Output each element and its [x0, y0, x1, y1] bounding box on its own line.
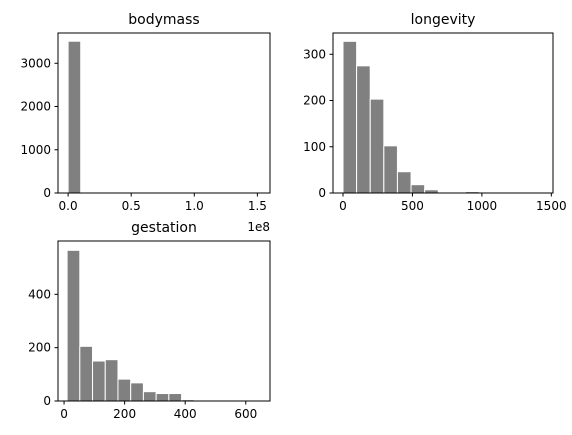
- gestation-bar-3: [104, 359, 119, 402]
- bodymass-x-offset-label: 1e8: [247, 220, 270, 234]
- longevity-y-tick-label-1: 100: [303, 140, 326, 154]
- bodymass-y-tick-label-0: 0: [43, 186, 51, 200]
- gestation-bar-4: [117, 378, 132, 402]
- bodymass-bar-0: [67, 40, 82, 194]
- longevity-x-tick-label-3: 1500: [536, 199, 567, 213]
- gestation-y-axis: 0 200 400: [28, 287, 58, 408]
- longevity-bar-1: [356, 65, 371, 194]
- longevity-bar-5: [410, 184, 426, 194]
- longevity-chart-title: longevity: [411, 12, 476, 28]
- gestation-bar-5: [130, 382, 144, 402]
- gestation-histogram-panel: gestation 0 200 400 600 0 200 400: [28, 220, 271, 421]
- longevity-x-tick-label-2: 1000: [467, 199, 498, 213]
- gestation-axes-frame: [57, 240, 271, 402]
- bodymass-bars: [67, 40, 82, 194]
- gestation-x-tick-label-0: 0: [60, 407, 68, 421]
- gestation-x-tick-label-1: 200: [113, 407, 136, 421]
- bodymass-x-axis: 0.0 0.5 1.0 1.5: [59, 193, 267, 213]
- bodymass-y-tick-label-1: 1000: [20, 143, 51, 157]
- longevity-y-tick-label-3: 300: [303, 47, 326, 61]
- gestation-x-tick-label-2: 400: [174, 407, 197, 421]
- longevity-y-axis: 0 100 200 300: [303, 47, 333, 200]
- gestation-bars: [66, 249, 259, 402]
- longevity-bar-0: [342, 40, 358, 194]
- bodymass-x-tick-label-0: 0.0: [59, 199, 78, 213]
- gestation-x-axis: 0 200 400 600: [60, 401, 257, 421]
- gestation-y-tick-label-2: 400: [28, 287, 51, 301]
- gestation-bar-8: [168, 393, 183, 402]
- bodymass-x-tick-label-3: 1.5: [248, 199, 267, 213]
- bodymass-chart-title: bodymass: [128, 12, 199, 28]
- longevity-histogram-panel: longevity 0 500 1000 1500 0 100 200 300: [303, 12, 567, 213]
- longevity-x-tick-label-1: 500: [401, 199, 424, 213]
- longevity-bars: [342, 40, 548, 194]
- bodymass-x-tick-label-1: 0.5: [122, 199, 141, 213]
- gestation-bar-1: [79, 345, 94, 402]
- longevity-x-tick-label-0: 0: [339, 199, 347, 213]
- longevity-bar-4: [396, 171, 412, 194]
- bodymass-x-tick-label-2: 1.0: [185, 199, 204, 213]
- gestation-bar-7: [155, 393, 170, 402]
- bodymass-y-axis: 0 1000 2000 3000: [20, 56, 58, 200]
- gestation-bar-6: [142, 391, 157, 402]
- gestation-y-tick-label-1: 200: [28, 341, 51, 355]
- longevity-bar-3: [383, 145, 398, 194]
- longevity-y-tick-label-2: 200: [303, 94, 326, 108]
- gestation-bar-2: [92, 360, 106, 402]
- bodymass-histogram-panel: bodymass 0.0 0.5 1.0 1.5 0 1000 2000 3000 1e8: [20, 12, 271, 234]
- bodymass-y-tick-label-3: 3000: [20, 56, 51, 70]
- longevity-axes-frame: [332, 32, 554, 194]
- gestation-x-tick-label-3: 600: [234, 407, 257, 421]
- gestation-bar-0: [66, 249, 81, 402]
- gestation-chart-title: gestation: [131, 220, 197, 236]
- gestation-y-tick-label-0: 0: [43, 394, 51, 408]
- bodymass-y-tick-label-2: 2000: [20, 100, 51, 114]
- longevity-y-tick-label-0: 0: [318, 186, 326, 200]
- longevity-x-axis: 0 500 1000 1500: [339, 193, 567, 213]
- longevity-bar-2: [369, 98, 385, 194]
- bodymass-axes-frame: [57, 32, 271, 194]
